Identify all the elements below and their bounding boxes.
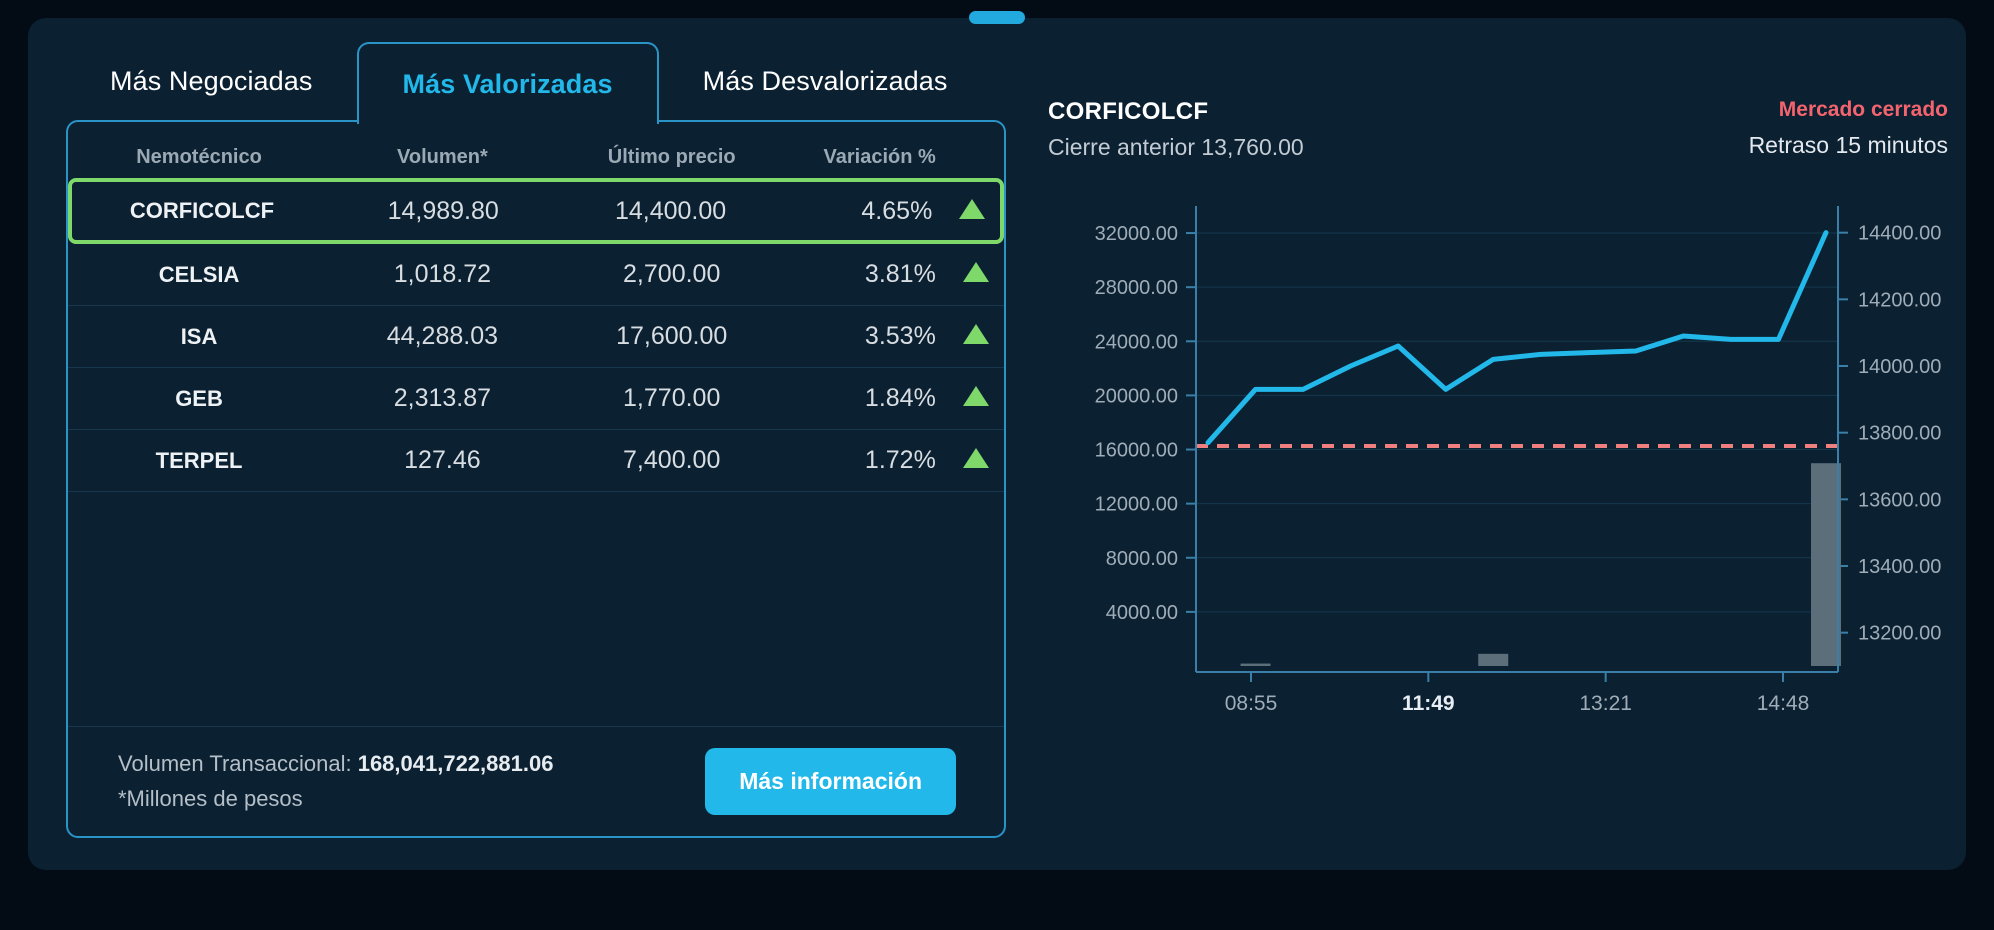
svg-text:13:21: 13:21 (1579, 692, 1632, 715)
svg-text:12000.00: 12000.00 (1095, 494, 1178, 516)
svg-text:11:49: 11:49 (1402, 692, 1455, 715)
svg-text:13600.00: 13600.00 (1858, 489, 1941, 511)
trend-up-icon (944, 197, 1000, 226)
chart-x-axis-labels: 08:55 11:49 13:21 14:48 (1225, 672, 1810, 715)
chart-volume-bars (1240, 463, 1841, 666)
tab-mas-valorizadas[interactable]: Más Valorizadas (356, 42, 659, 124)
cell-volumen: 1,018.72 (393, 260, 492, 288)
tab-mas-negociadas[interactable]: Más Negociadas (66, 40, 357, 122)
column-header-volumen: Volumen* (397, 145, 488, 168)
cell-variacion: 4.65% (861, 196, 933, 225)
svg-text:13200.00: 13200.00 (1858, 623, 1941, 645)
chart-header: CORFICOLCF Cierre anterior 13,760.00 Mer… (1048, 98, 1948, 162)
cell-variacion: 3.53% (864, 322, 936, 350)
cell-volumen: 14,989.80 (387, 196, 499, 225)
cell-nemotecnico: CELSIA (158, 261, 240, 287)
cell-volumen: 127.46 (404, 446, 481, 474)
table-header-row: Nemotécnico Volumen* Último precio Varia… (68, 122, 1004, 178)
trend-up-icon (948, 322, 1004, 351)
price-chart-svg: 4000.00 8000.00 12000.00 16000.00 20000.00 24… (1095, 206, 1941, 715)
cell-ultimo-precio: 7,400.00 (623, 446, 721, 474)
chart-section: CORFICOLCF Cierre anterior 13,760.00 Mer… (1048, 98, 1948, 798)
svg-text:14200.00: 14200.00 (1858, 289, 1941, 311)
column-header-ultimo-precio: Último precio (607, 145, 736, 168)
svg-text:20000.00: 20000.00 (1095, 385, 1178, 407)
cell-variacion: 3.81% (864, 260, 936, 288)
chart-left-axis: 4000.00 8000.00 12000.00 16000.00 20000.00 24… (1095, 223, 1196, 624)
tab-bar: Más Negociadas Más Valorizadas Más Desva… (66, 40, 1006, 124)
svg-text:14000.00: 14000.00 (1858, 356, 1941, 378)
svg-text:16000.00: 16000.00 (1095, 440, 1178, 462)
transactional-volume-label: Volumen Transaccional: (118, 751, 358, 777)
chart-right-axis: 13200.00 13400.00 13600.00 13800.00 14000.00… (1838, 223, 1941, 645)
chart-gridlines (1196, 232, 1838, 613)
cell-ultimo-precio: 17,600.00 (616, 322, 728, 350)
chart-price-line (1205, 230, 1829, 446)
chart-delay-note: Retraso 15 minutos (1748, 132, 1948, 158)
svg-text:8000.00: 8000.00 (1106, 548, 1178, 570)
stocks-table-body: CORFICOLCF 14,989.80 14,400.00 4.65% CEL… (68, 178, 1004, 492)
stocks-list-section: Más Negociadas Más Valorizadas Más Desva… (66, 40, 1006, 848)
column-header-variacion: Variación % (823, 145, 936, 168)
chart-symbol: CORFICOLCF (1048, 98, 1209, 125)
table-row[interactable]: CORFICOLCF 14,989.80 14,400.00 4.65% (68, 178, 1004, 244)
transactional-volume-block: Volumen Transaccional: 168,041,722,881.0… (118, 747, 553, 815)
table-row[interactable]: ISA 44,288.03 17,600.00 3.53% (68, 306, 1004, 368)
svg-text:28000.00: 28000.00 (1095, 277, 1178, 299)
cell-variacion: 1.72% (864, 446, 936, 474)
volume-note: *Millones de pesos (118, 785, 303, 811)
transactional-volume-line: Volumen Transaccional: 168,041,722,881.0… (118, 747, 553, 781)
cell-variacion: 1.84% (864, 384, 936, 412)
svg-text:13400.00: 13400.00 (1858, 556, 1941, 578)
stocks-table-card: Nemotécnico Volumen* Último precio Varia… (66, 120, 1006, 838)
svg-text:14400.00: 14400.00 (1858, 223, 1941, 245)
trend-up-icon (948, 384, 1004, 413)
svg-text:4000.00: 4000.00 (1106, 602, 1178, 624)
svg-text:13800.00: 13800.00 (1858, 423, 1941, 445)
cell-ultimo-precio: 14,400.00 (614, 196, 727, 225)
svg-text:32000.00: 32000.00 (1095, 223, 1178, 245)
transactional-volume-value: 168,041,722,881.06 (357, 751, 554, 777)
cell-nemotecnico: CORFICOLCF (129, 198, 275, 223)
table-row[interactable]: TERPEL 127.46 7,400.00 1.72% (68, 430, 1004, 492)
svg-text:08:55: 08:55 (1225, 692, 1278, 715)
cell-nemotecnico: GEB (175, 385, 223, 411)
column-header-nemotecnico: Nemotécnico (136, 145, 262, 168)
dashboard-panel: Más Negociadas Más Valorizadas Más Desva… (28, 11, 1966, 870)
market-status-badge: Mercado cerrado (1778, 98, 1948, 121)
cell-ultimo-precio: 2,700.00 (623, 260, 721, 288)
price-chart[interactable]: 4000.00 8000.00 12000.00 16000.00 20000.00 24… (1048, 192, 1948, 752)
svg-text:14:48: 14:48 (1757, 692, 1810, 715)
cell-volumen: 44,288.03 (386, 322, 498, 350)
trend-up-icon (948, 260, 1004, 289)
cell-ultimo-precio: 1,770.00 (623, 384, 721, 412)
chart-previous-close: Cierre anterior 13,760.00 (1048, 134, 1304, 160)
tab-mas-desvalorizadas[interactable]: Más Desvalorizadas (659, 40, 992, 122)
svg-text:24000.00: 24000.00 (1095, 331, 1178, 353)
table-row[interactable]: CELSIA 1,018.72 2,700.00 3.81% (68, 244, 1004, 306)
chart-axis-lines (1195, 206, 1839, 673)
cell-volumen: 2,313.87 (393, 384, 492, 412)
cell-nemotecnico: ISA (180, 323, 218, 349)
table-row[interactable]: GEB 2,313.87 1,770.00 1.84% (68, 368, 1004, 430)
trend-up-icon (948, 446, 1004, 475)
panel-top-handle (969, 11, 1025, 24)
cell-nemotecnico: TERPEL (155, 447, 243, 473)
table-footer: Volumen Transaccional: 168,041,722,881.0… (68, 726, 1004, 836)
more-info-button[interactable]: Más información (705, 748, 956, 815)
